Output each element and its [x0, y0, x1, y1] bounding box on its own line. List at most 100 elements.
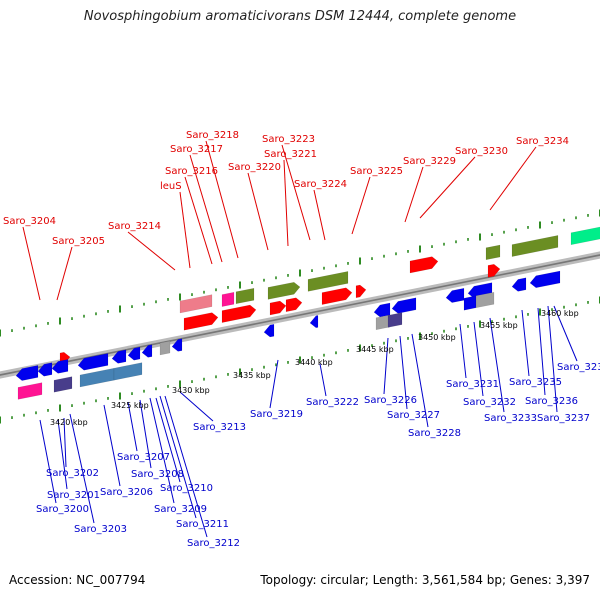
forward-gene — [267, 281, 301, 300]
gene-label: Saro_3230 — [455, 146, 508, 157]
gene-label: Saro_3208 — [131, 469, 184, 480]
label-connector — [103, 404, 121, 487]
label-connector — [247, 172, 269, 251]
gene-label: Saro_3211 — [176, 519, 229, 530]
label-connector — [547, 305, 558, 413]
label-connector — [149, 397, 175, 504]
reverse-gene — [171, 338, 183, 352]
reverse-gene — [391, 297, 417, 314]
accession-text: Accession: NC_007794 — [9, 573, 146, 587]
label-connector — [155, 397, 181, 483]
label-connector — [351, 176, 371, 235]
reverse-gene — [529, 270, 561, 289]
label-connector — [205, 140, 239, 259]
reverse-gene — [159, 340, 171, 356]
gene-label: Saro_3217 — [170, 144, 223, 155]
label-connector — [164, 395, 208, 538]
gene-label: Saro_3238 — [557, 362, 600, 373]
reverse-gene — [51, 359, 69, 374]
scale-label: 3460 kbp — [541, 309, 579, 318]
forward-gene — [307, 271, 349, 292]
label-connector — [281, 144, 311, 241]
gene-label: Saro_3201 — [47, 490, 100, 501]
gene-label: Saro_3235 — [509, 377, 562, 388]
gene-label: Saro_3237 — [537, 413, 590, 424]
reverse-gene — [375, 314, 391, 331]
scale-label: 3420 kbp — [50, 418, 88, 427]
gene-label: Saro_3205 — [52, 236, 105, 247]
label-connector — [57, 419, 68, 490]
label-connector — [319, 363, 327, 397]
gene-label: Saro_3207 — [117, 452, 170, 463]
gene-label: Saro_3209 — [154, 504, 207, 515]
reverse-gene — [263, 323, 275, 338]
reverse-gene — [141, 344, 153, 358]
gene-label: Saro_3220 — [228, 162, 281, 173]
outer-tick-ruler — [0, 209, 600, 337]
backbone-core — [0, 254, 600, 376]
label-connector — [179, 391, 214, 422]
forward-gene — [221, 291, 235, 307]
gene-label: Saro_3234 — [516, 136, 569, 147]
gene-label: Saro_3227 — [387, 410, 440, 421]
label-connector — [283, 159, 289, 247]
reverse-gene — [127, 346, 141, 361]
gene-label: Saro_3226 — [364, 395, 417, 406]
gene-label: Saro_3225 — [350, 166, 403, 177]
scale-label: 3430 kbp — [172, 386, 210, 395]
reverse-gene — [15, 365, 39, 381]
label-connector — [489, 146, 537, 211]
label-connector — [553, 305, 578, 362]
label-connectors — [22, 140, 578, 538]
gene-label: Saro_3213 — [193, 422, 246, 433]
scale-label: 3450 kbp — [418, 333, 456, 342]
gene-label: Saro_3233 — [484, 413, 537, 424]
label-connector — [489, 317, 505, 413]
forward-gene — [321, 287, 353, 305]
label-connector — [179, 191, 191, 269]
reverse-gene — [309, 315, 319, 329]
gene-label: Saro_3206 — [100, 487, 153, 498]
forward-gene — [409, 256, 439, 274]
label-connector — [411, 333, 429, 428]
label-connector — [419, 156, 476, 219]
label-connector — [521, 309, 530, 377]
forward-gene — [485, 244, 501, 261]
gene-label: Saro_3204 — [3, 216, 56, 227]
gene-features — [15, 226, 600, 400]
forward-gene — [285, 297, 303, 313]
gene-label: Saro_3222 — [306, 397, 359, 408]
gene-label: Saro_3218 — [186, 130, 239, 141]
gene-label: Saro_3200 — [36, 504, 89, 515]
reverse-gene — [511, 277, 527, 292]
gene-label: Saro_3210 — [160, 483, 213, 494]
label-connector — [383, 337, 389, 395]
gene-label: Saro_3203 — [74, 524, 127, 535]
label-connector — [184, 176, 213, 265]
gene-label: Saro_3232 — [463, 397, 516, 408]
scale-label: 3440 kbp — [295, 358, 333, 367]
label-connector — [127, 401, 138, 452]
gene-label: Saro_3221 — [264, 149, 317, 160]
genome-backbone — [0, 251, 600, 379]
forward-gene — [183, 312, 219, 331]
forward-gene — [221, 304, 257, 323]
map-title: Novosphingobium aromaticivorans DSM 1244… — [83, 9, 517, 24]
gene-label: leuS — [160, 181, 182, 192]
label-connector — [56, 246, 73, 301]
forward-gene — [269, 300, 287, 316]
reverse-gene — [79, 367, 115, 388]
scale-label: 3425 kbp — [111, 401, 149, 410]
label-connector — [399, 335, 408, 410]
gene-label: Saro_3223 — [262, 134, 315, 145]
gene-label: Saro_3228 — [408, 428, 461, 439]
gene-label: Saro_3236 — [525, 396, 578, 407]
label-connector — [22, 226, 41, 301]
gene-label: Saro_3202 — [46, 468, 99, 479]
gene-label: Saro_3219 — [250, 409, 303, 420]
reverse-gene — [17, 382, 43, 400]
reverse-gene — [373, 302, 391, 318]
gene-label: Saro_3224 — [294, 179, 347, 190]
